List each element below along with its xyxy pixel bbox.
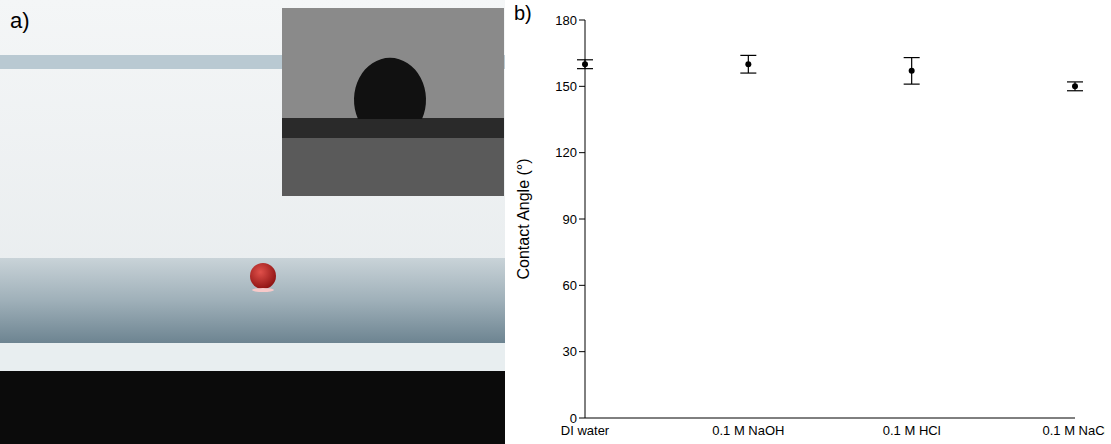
- html-text:a): a): [10, 8, 30, 33]
- svg-text:150: 150: [555, 79, 577, 94]
- svg-text:0.1 M HCl: 0.1 M HCl: [883, 423, 941, 438]
- svg-text:DI water: DI water: [561, 423, 610, 438]
- svg-text:30: 30: [563, 344, 577, 359]
- svg-text:0.1 M NaCl: 0.1 M NaCl: [1042, 423, 1105, 438]
- svg-text:90: 90: [563, 212, 577, 227]
- svg-text:60: 60: [563, 278, 577, 293]
- svg-text:0: 0: [570, 411, 577, 426]
- svg-text:Contact Angle (°): Contact Angle (°): [515, 158, 532, 279]
- svg-text:0.1 M NaOH: 0.1 M NaOH: [712, 423, 784, 438]
- svg-text:120: 120: [555, 145, 577, 160]
- html-text:b): b): [514, 2, 532, 24]
- svg-text:180: 180: [555, 13, 577, 28]
